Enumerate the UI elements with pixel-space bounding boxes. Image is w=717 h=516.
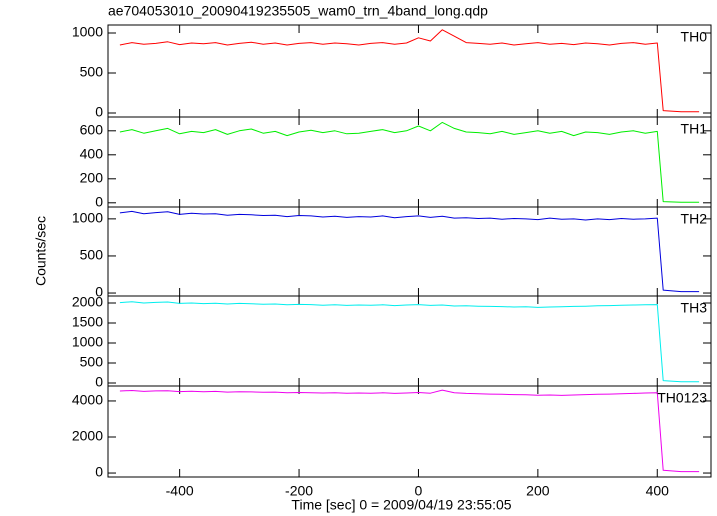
band-label: TH3 [681,300,708,316]
y-tick-label: 500 [80,247,104,263]
x-tick-label: 400 [646,483,670,499]
y-axis-label: Counts/sec [33,216,49,286]
light-curve [119,121,700,203]
x-tick-label: 200 [526,483,550,499]
x-axis-label: Time [sec] 0 = 2009/04/19 23:55:05 [291,497,511,513]
y-tick-label: 1000 [72,334,103,350]
y-tick-label: 400 [80,146,104,162]
chart-title: ae704053010_20090419235505_wam0_trn_4ban… [108,3,488,19]
light-curve [119,29,700,113]
y-tick-label: 1000 [72,210,103,226]
y-tick-label: 1500 [72,314,103,330]
y-tick-label: 200 [80,170,104,186]
y-tick-label: 0 [95,374,103,390]
y-tick-label: 2000 [72,294,103,310]
light-curve [119,210,700,293]
y-tick-label: 4000 [72,392,103,408]
panel-frame [107,206,712,297]
x-tick-label: -400 [166,483,194,499]
panel-frame [107,295,712,387]
y-tick-label: 2000 [72,428,103,444]
y-tick-label: 600 [80,122,104,138]
y-tick-label: 500 [80,64,104,80]
panel-frame [107,116,712,208]
panel-frame [107,385,712,478]
light-curve [119,301,700,383]
x-tick-label: -200 [285,483,313,499]
y-tick-label: 0 [95,284,103,300]
y-tick-label: 0 [95,194,103,210]
band-label: TH1 [681,121,708,137]
band-label: TH2 [681,211,708,227]
band-label: TH0123 [657,390,707,406]
light-curve [119,389,700,473]
y-tick-label: 0 [95,464,103,480]
panel-frame [107,24,712,118]
y-tick-label: 1000 [72,24,103,40]
band-label: TH0 [681,29,708,45]
y-tick-label: 0 [95,104,103,120]
x-tick-label: 0 [415,483,423,499]
y-tick-label: 500 [80,354,104,370]
